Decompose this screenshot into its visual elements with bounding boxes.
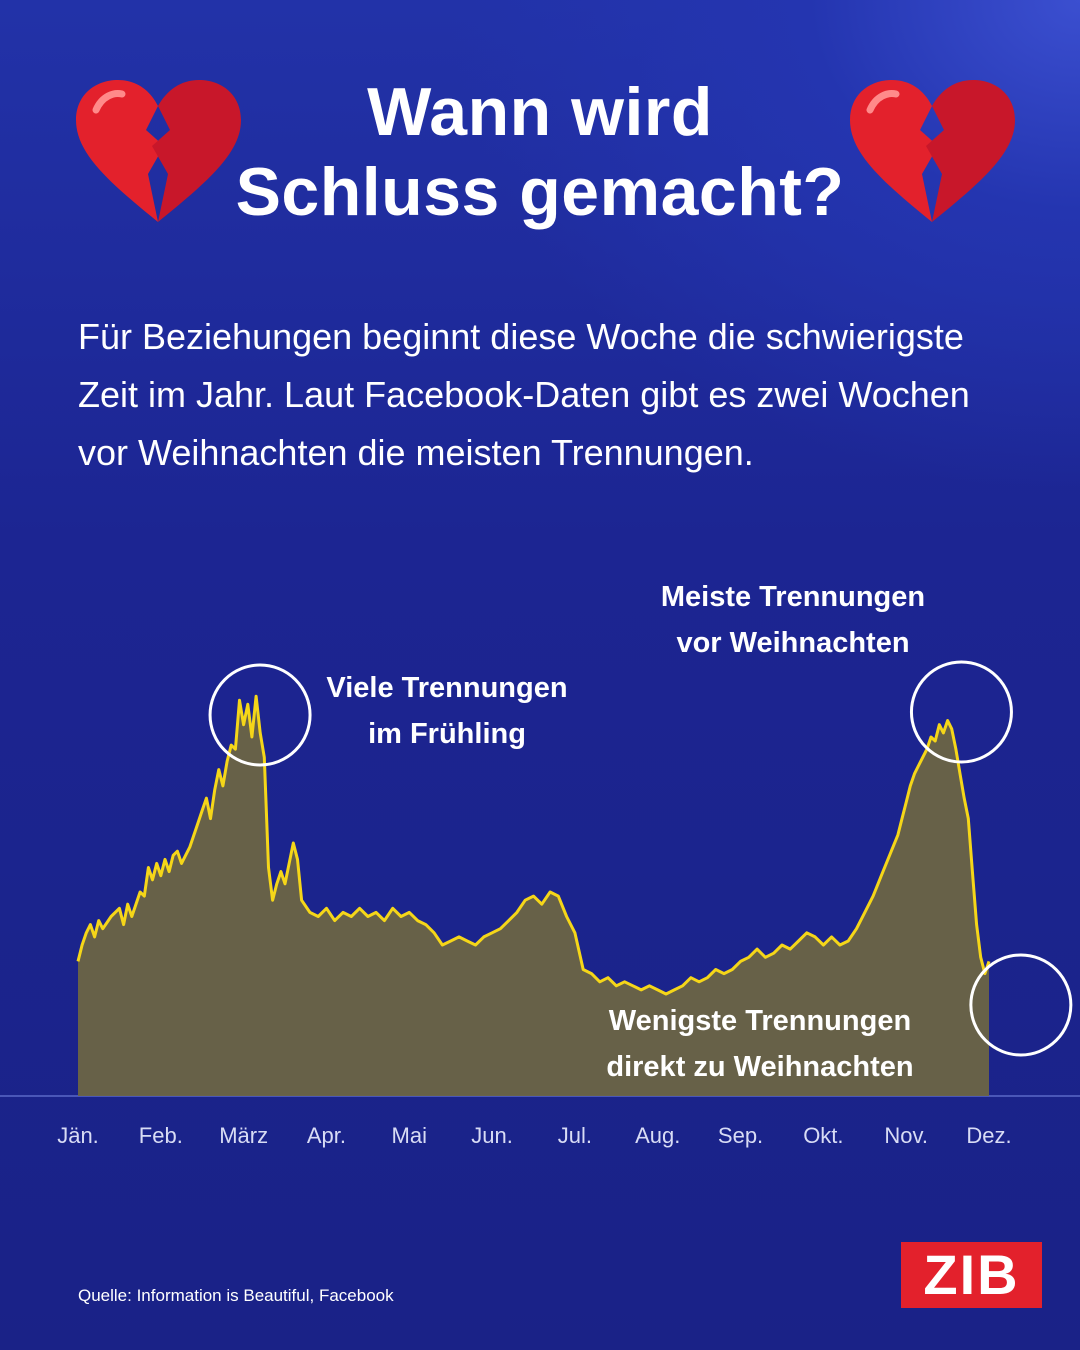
annotation-label: Meiste Trennungen [661,581,925,613]
x-tick-label: Jän. [57,1123,99,1148]
x-tick-label: Jul. [558,1123,592,1148]
annotation-label: Wenigste Trennungen [609,1005,911,1037]
x-tick-label: März [219,1123,268,1148]
annotation-circle [909,660,1013,764]
x-tick-label: Jun. [471,1123,513,1148]
annotation-circle [208,663,312,767]
x-tick-label: Feb. [139,1123,183,1148]
annotation-label: vor Weihnachten [676,627,909,659]
x-tick-label: Mai [392,1123,427,1148]
series-line [76,694,991,996]
title-line: Schluss gemacht? [235,154,845,230]
annotation-label: direkt zu Weihnachten [606,1051,913,1083]
zib-logo: ZIB [901,1242,1042,1308]
x-tick-label: Nov. [884,1123,928,1148]
source-note: Quelle: Information is Beautiful, Facebo… [78,1286,394,1305]
intro-line: Für Beziehungen beginnt diese Woche die … [78,316,964,357]
x-tick-label: Okt. [803,1123,843,1148]
broken-heart-icon [850,80,1015,222]
title-line: Wann wird [367,74,713,150]
intro-line: Zeit im Jahr. Laut Facebook-Daten gibt e… [78,374,970,415]
x-tick-label: Apr. [307,1123,346,1148]
page-title: Wann wird Schluss gemacht? [220,72,860,232]
annotation-label: im Frühling [368,718,526,750]
breakup-area-chart: Jän. Feb. März Apr. Mai Jun. Jul. Aug. Sep. Okt. N… [0,581,1080,1148]
x-tick-label: Dez. [966,1123,1011,1148]
annotation-label: Viele Trennungen [326,672,567,704]
intro-text: Für Beziehungen beginnt diese Woche die … [78,308,1048,482]
x-tick-label: Aug. [635,1123,680,1148]
broken-heart-icon [76,80,241,222]
x-tick-label: Sep. [718,1123,763,1148]
annotation-circle [969,953,1073,1057]
intro-line: vor Weihnachten die meisten Trennungen. [78,432,754,473]
